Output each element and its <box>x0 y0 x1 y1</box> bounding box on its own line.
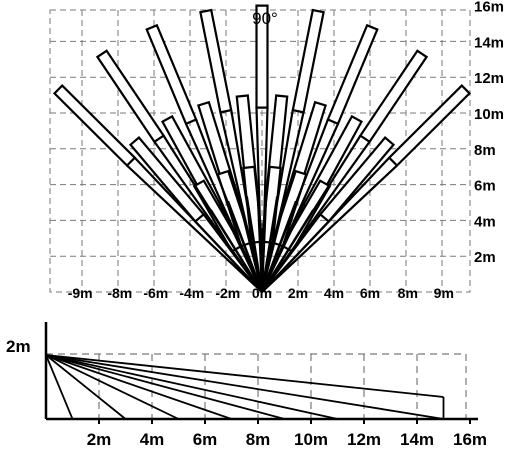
side-beam-line <box>45 354 338 420</box>
outer-zone <box>95 49 166 144</box>
y-tick-label: 12m <box>474 70 504 87</box>
x-tick-label: 9m <box>434 285 454 300</box>
y-tick-label: 4m <box>474 213 496 230</box>
outer-zone <box>358 49 429 144</box>
side-view-beam-lines <box>45 354 445 420</box>
outer-zone <box>255 4 269 109</box>
inner-beam-line <box>260 245 284 293</box>
mount-height-label: 2m <box>6 337 31 356</box>
y-tick-label: 10m <box>474 106 504 123</box>
top-view-coverage-diagram: 90° 2m 4m 6m 8m 10m 12m 14m 16m -9m -8m -6m -4m -2m… <box>49 0 504 300</box>
side-x-tick-label: 6m <box>193 430 218 449</box>
side-beam-line <box>45 354 127 420</box>
middle-beam-line <box>261 220 330 293</box>
side-x-tick-label: 10m <box>294 430 328 449</box>
x-tick-label: 8m <box>398 285 418 300</box>
outer-zone <box>387 84 472 168</box>
inner-beam-line <box>250 242 264 293</box>
x-tick-label: -2m <box>215 285 240 300</box>
side-view-grid <box>44 322 478 424</box>
inner-beam-line <box>231 250 263 293</box>
x-tick-label: -4m <box>179 285 204 300</box>
x-tick-label: 2m <box>288 285 308 300</box>
side-x-tick-label: 12m <box>347 430 381 449</box>
y-tick-label: 6m <box>474 178 496 195</box>
side-beam-line <box>45 354 285 420</box>
middle-zone <box>318 136 396 224</box>
y-tick-label: 2m <box>474 249 496 266</box>
top-view-x-tick-labels: -9m -8m -6m -4m -2m 0m 2m 4m 6m 8m 9m <box>68 285 454 300</box>
y-tick-label: 8m <box>474 142 496 159</box>
top-view-beam-lines <box>126 107 398 293</box>
side-beam-line <box>45 354 179 420</box>
inner-beam-line <box>260 242 274 293</box>
top-view-y-tick-labels: 2m 4m 6m 8m 10m 12m 14m 16m <box>474 0 504 266</box>
top-view-detection-zones <box>52 4 472 253</box>
side-x-tick-label: 4m <box>140 430 165 449</box>
middle-beam-line <box>209 209 263 293</box>
middle-zone <box>128 136 206 224</box>
side-beam-line <box>45 354 232 420</box>
x-tick-label: -9m <box>68 285 93 300</box>
y-tick-label: 14m <box>474 34 504 51</box>
outer-zone <box>145 23 198 126</box>
side-x-tick-label: 16m <box>453 430 487 449</box>
inner-zone <box>280 179 332 253</box>
middle-beam-line <box>194 220 263 293</box>
x-tick-label: -6m <box>143 285 168 300</box>
side-beam-line <box>45 354 74 420</box>
outer-zone <box>199 8 233 114</box>
side-x-tick-label: 2m <box>87 430 112 449</box>
x-tick-label: 0m <box>252 285 272 300</box>
x-tick-label: -8m <box>107 285 132 300</box>
inner-beam-line <box>261 250 293 293</box>
side-beam-line <box>45 354 444 420</box>
x-tick-label: 4m <box>324 285 344 300</box>
side-view-x-tick-labels: 2m 4m 6m 8m 10m 12m 14m 16m <box>87 430 487 449</box>
middle-beam-line <box>261 209 315 293</box>
outer-zone <box>291 8 325 114</box>
outer-beam-line <box>261 164 398 293</box>
side-x-tick-label: 14m <box>400 430 434 449</box>
angle-label: 90° <box>252 9 278 28</box>
inner-beam-line <box>240 245 264 293</box>
y-tick-label: 16m <box>474 0 504 16</box>
x-tick-label: 6m <box>360 285 380 300</box>
side-x-tick-label: 8m <box>246 430 271 449</box>
outer-beam-line <box>126 164 263 293</box>
side-view-coverage-diagram: 2m 2m 4m 6m 8m 10m 12m 14m 16m <box>6 322 487 449</box>
outer-zone <box>52 84 137 168</box>
side-beam-line <box>45 354 444 398</box>
outer-zone <box>326 23 379 126</box>
